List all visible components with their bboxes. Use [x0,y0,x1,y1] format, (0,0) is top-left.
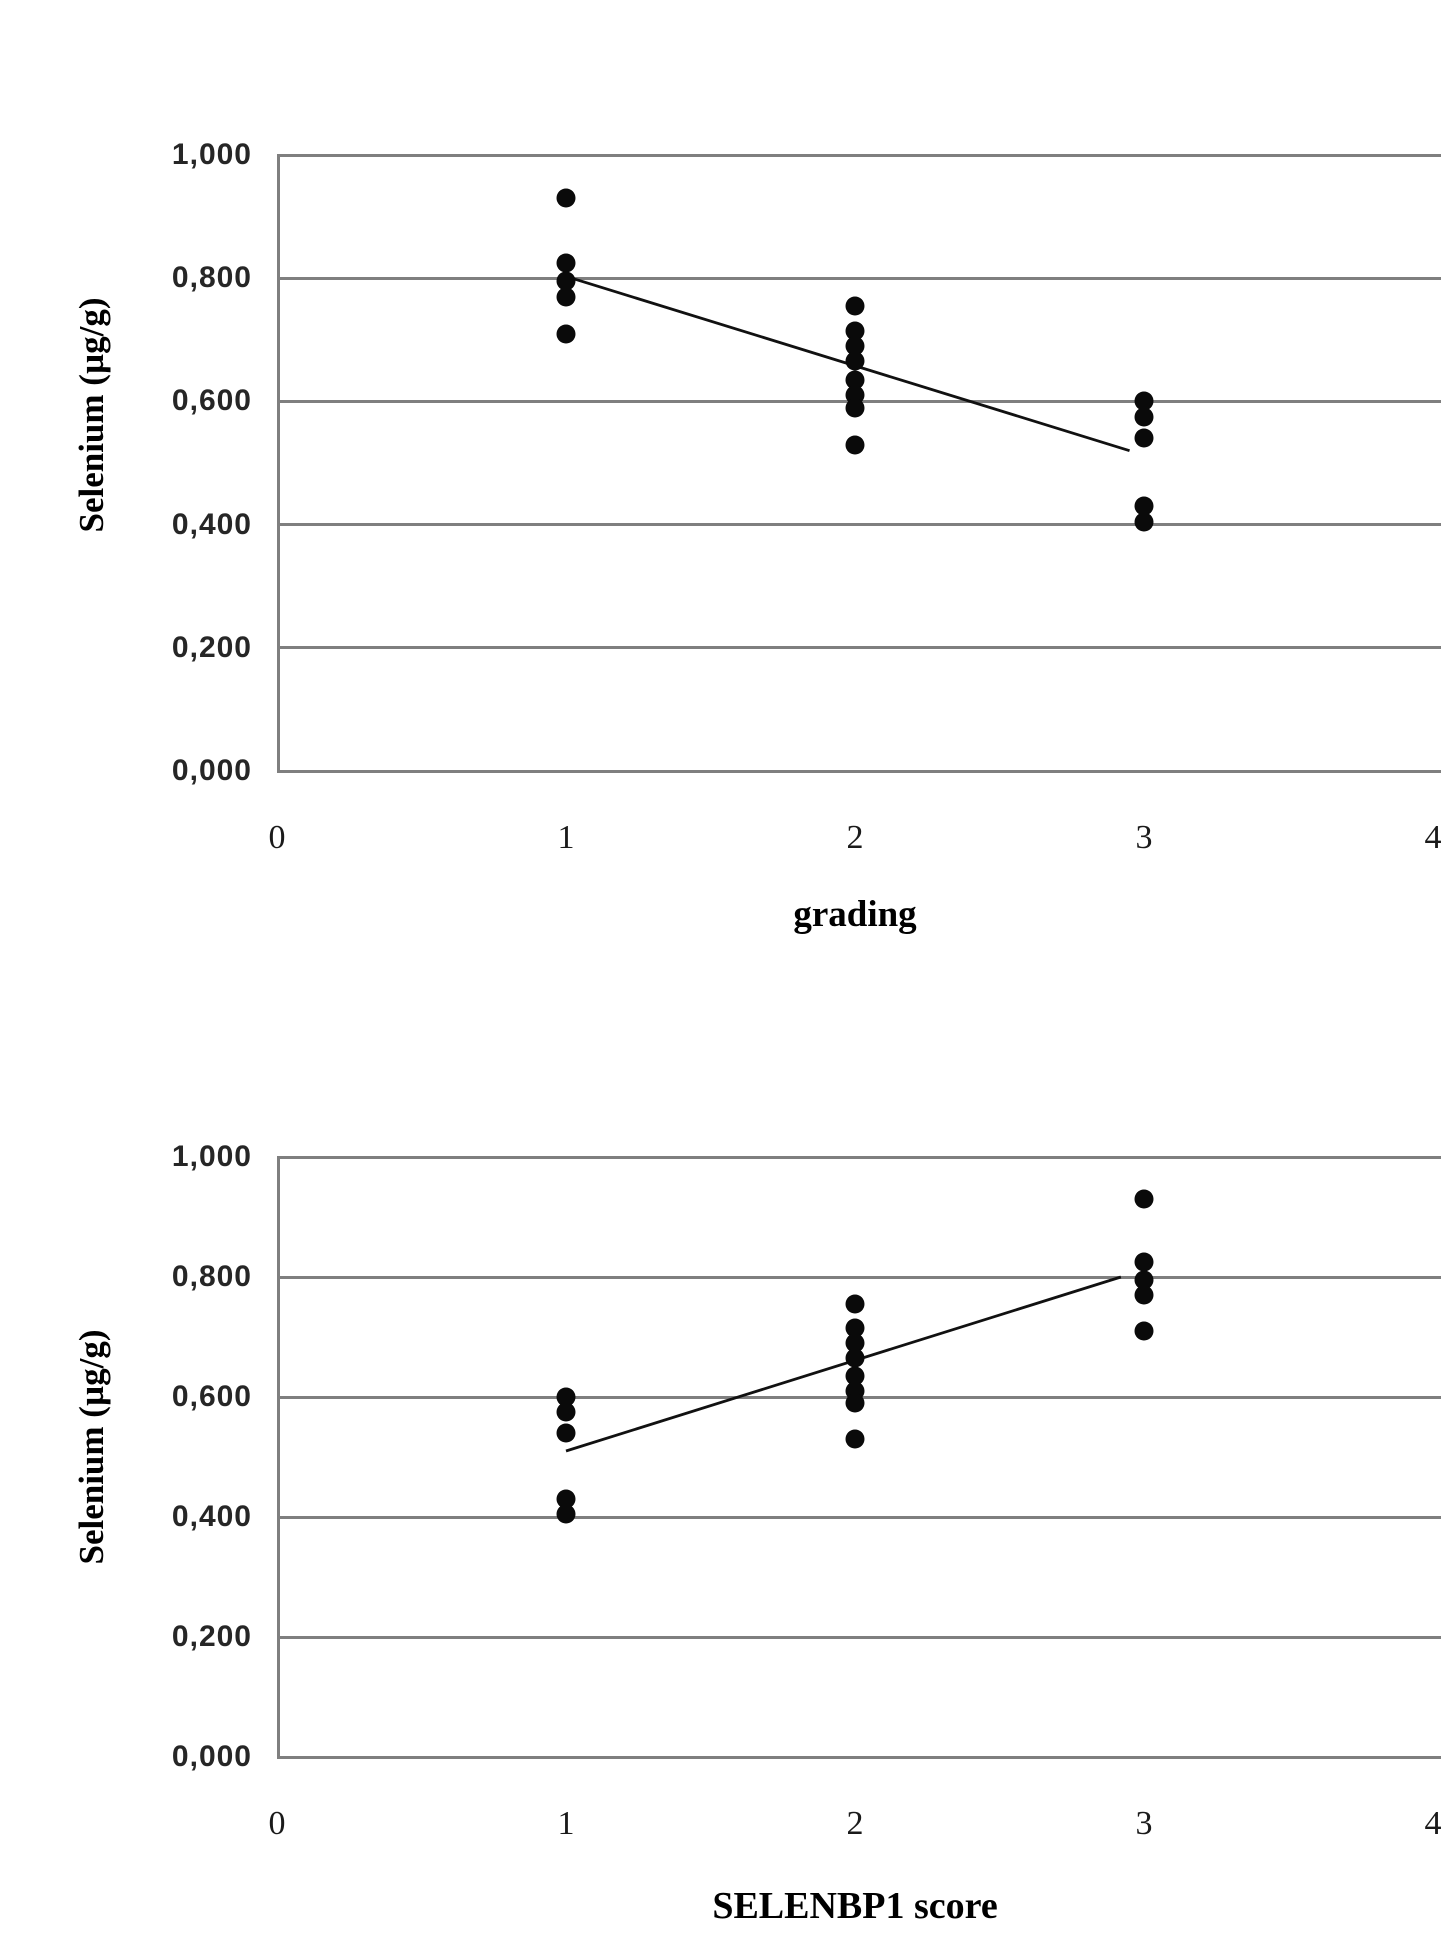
gridline [277,523,1441,527]
y-tick-label: 0,000 [171,1740,252,1773]
data-point [556,1489,576,1509]
x-axis-title: SELENBP1 score [712,1885,998,1927]
data-point [845,385,865,405]
gridline [277,276,1441,280]
data-point [845,435,865,455]
data-point [556,1504,576,1524]
x-axis-title: grading [793,894,917,935]
data-point [556,188,576,208]
x-tick-label: 0 [268,1805,286,1842]
gridline [277,153,1441,157]
data-point [845,1366,865,1386]
data-point [845,296,865,316]
gridline [277,1155,1441,1159]
gridline [277,1395,1441,1399]
y-axis-title: Selenium (µg/g) [72,1329,111,1565]
y-tick-label: 0,800 [171,1260,252,1293]
y-tick-label: 0,600 [171,384,252,418]
data-point [1134,428,1154,448]
x-tick-label: 1 [557,819,575,856]
y-tick-label: 0,400 [171,507,252,541]
x-tick-label: 3 [1135,1805,1153,1842]
y-tick-label: 1,000 [171,1140,252,1173]
data-point [556,1387,576,1407]
data-point [845,321,865,341]
trend-line-segment [571,276,1130,453]
y-axis-line [277,1157,280,1757]
x-tick-label: 1 [557,1805,575,1842]
data-point [1134,496,1154,516]
y-tick-label: 0,000 [171,754,252,787]
data-point [1134,1285,1154,1305]
x-tick-label: 0 [268,819,286,856]
data-point [845,1429,865,1449]
data-point [1134,407,1154,427]
data-point [845,370,865,390]
gridline [277,1755,1441,1759]
data-point [1134,1252,1154,1272]
data-point [845,1348,865,1368]
y-axis-title: Selenium (µg/g) [72,297,111,533]
y-axis-line [277,155,280,771]
gridline [277,646,1441,650]
data-point [845,1318,865,1338]
gridline [277,399,1441,403]
data-point [845,398,865,418]
gridline [277,769,1441,773]
data-point [1134,1321,1154,1341]
data-point [845,1393,865,1413]
data-point [845,351,865,371]
x-tick-label: 4 [1424,1805,1441,1842]
y-tick-label: 1,000 [171,138,252,171]
data-point [845,1381,865,1401]
trend-line-segment [565,1275,1122,1453]
data-point [556,1402,576,1422]
data-point [556,1423,576,1443]
plot-area [277,1155,1441,1759]
x-tick-label: 2 [846,1805,864,1842]
gridline [277,1515,1441,1519]
data-point [1134,512,1154,532]
x-tick-label: 3 [1135,819,1153,856]
data-point [845,1333,865,1353]
trend-line [565,1275,1122,1453]
y-tick-label: 0,200 [171,630,252,664]
data-point [845,336,865,356]
data-point [1134,1270,1154,1290]
data-point [556,287,576,307]
gridline [277,1275,1441,1279]
x-tick-label: 4 [1424,819,1441,856]
y-tick-label: 0,600 [171,1380,252,1413]
data-point [556,271,576,291]
data-point [556,253,576,273]
data-point [845,1294,865,1314]
data-point [556,324,576,344]
gridline [277,1635,1441,1639]
data-point [1134,1189,1154,1209]
data-point [1134,391,1154,411]
plot-area [277,153,1441,773]
trend-line [571,276,1130,453]
y-tick-label: 0,800 [171,261,252,295]
x-tick-label: 2 [846,819,864,856]
y-tick-label: 0,400 [171,1500,252,1533]
y-tick-label: 0,200 [171,1620,252,1653]
